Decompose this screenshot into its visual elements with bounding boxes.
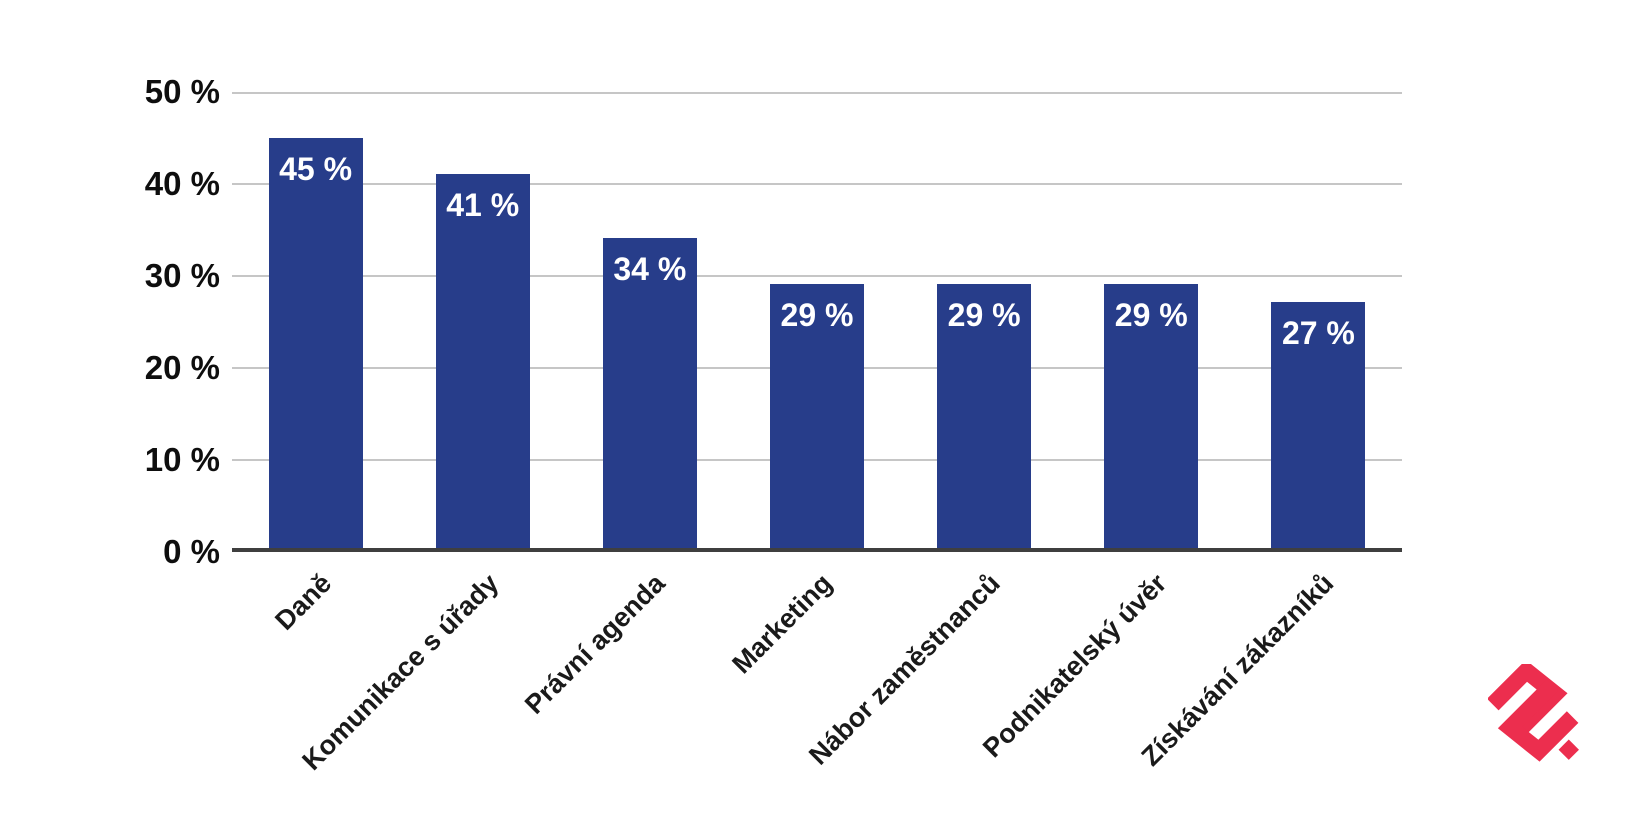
bar-value-label: 45 % [279,150,353,187]
x-axis-category-label: Nábor zaměstnanců [802,568,1006,771]
bar-value-label: 41 % [446,187,520,224]
x-axis-category-label: Podnikatelský úvěr [977,568,1173,764]
x-axis-category-label: Marketing [726,568,839,680]
y-axis-tick-label: 50 % [144,73,220,110]
bar-value-label: 29 % [1114,296,1188,333]
plot-area: 45 % Daně 41 % Komunikace s úřady 34 % P… [232,92,1402,776]
bar-group: 27 % Získávání zákazníků [1136,92,1402,772]
bar: 29 % [769,283,864,548]
y-axis-tick-label: 20 % [144,349,220,386]
y-axis-tick-label: 0 % [163,533,220,570]
bars-container: 45 % Daně 41 % Komunikace s úřady 34 % P… [232,92,1402,776]
bar-value-label: 29 % [947,296,1021,333]
y-axis-tick-label: 40 % [144,165,220,202]
x-axis-category-label: Získávání zákazníků [1135,568,1340,772]
x-axis-category-label: Daně [268,568,337,636]
bar-value-label: 27 % [1281,314,1355,351]
gridline [232,183,1402,185]
bar: 45 % [268,137,363,548]
bar: 34 % [602,237,697,548]
bar-group: 41 % Komunikace s úřady [296,92,566,776]
bar: 29 % [937,283,1032,548]
bar-group: 29 % Marketing [727,92,900,679]
bar: 29 % [1104,283,1199,548]
bar-group: 29 % Podnikatelský úvěr [977,92,1235,763]
gridline [232,275,1402,277]
gridline [232,92,1402,94]
bar: 27 % [1271,301,1366,548]
y-axis-tick-label: 30 % [144,257,220,294]
bar-group: 34 % Právní agenda [519,92,733,720]
bar-group: 45 % Daně [232,92,399,636]
bar-group: 29 % Nábor zaměstnanců [803,92,1068,771]
brand-logo-icon [1488,664,1579,762]
bar-value-label: 34 % [613,250,687,287]
y-axis: 50 % 40 % 30 % 20 % 10 % 0 % [0,0,220,824]
x-axis-category-label: Právní agenda [519,568,672,720]
bar-value-label: 29 % [780,296,854,333]
bar: 41 % [435,174,530,548]
y-axis-tick-label: 10 % [144,441,220,478]
